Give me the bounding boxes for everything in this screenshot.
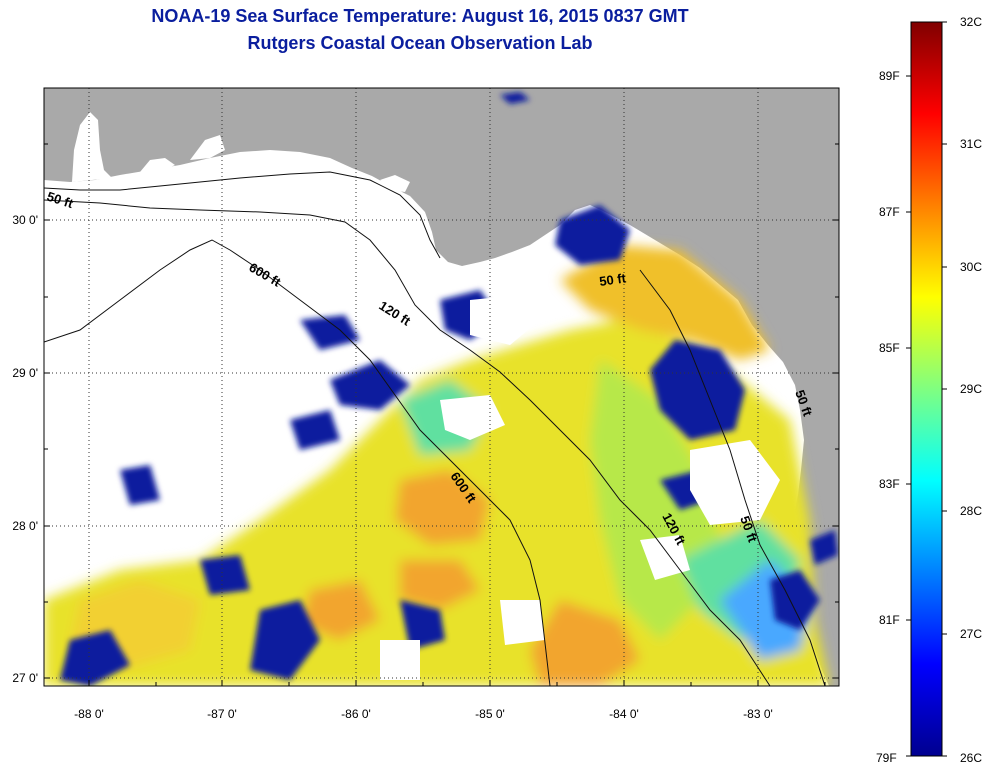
- lat-tick-labels: 30 0' 29 0' 28 0' 27 0': [12, 213, 38, 685]
- colorbar-label-c: 27C: [960, 627, 982, 641]
- contour-50ft-east: [639, 269, 826, 686]
- colorbar-ticks: [906, 21, 947, 757]
- lon-tick-labels: -88 0' -87 0' -86 0' -85 0' -84 0' -83 0…: [74, 707, 773, 721]
- colorbar-label-c: 32C: [960, 15, 982, 29]
- contour-50ft-west: [44, 171, 441, 259]
- lat-tick-label: 27 0': [12, 671, 38, 685]
- lon-tick-label: -85 0': [475, 707, 505, 721]
- map-title: NOAA-19 Sea Surface Temperature: August …: [151, 6, 689, 26]
- colorbar: 32C 31C 30C 29C 28C 27C 26C 89F 87F 85F …: [876, 15, 982, 765]
- contour-600ft: [44, 239, 551, 686]
- cloud-mask: [380, 295, 780, 680]
- colorbar-label-f: 87F: [879, 205, 900, 219]
- colorbar-label-c: 31C: [960, 137, 982, 151]
- lon-tick-label: -84 0': [609, 707, 639, 721]
- map-subtitle: Rutgers Coastal Ocean Observation Lab: [247, 33, 593, 53]
- bay-mobile: [72, 112, 112, 182]
- lon-tick-label: -83 0': [743, 707, 773, 721]
- colorbar-label-f: 89F: [879, 69, 900, 83]
- colorbar-label-c: 28C: [960, 504, 982, 518]
- colorbar-label-c: 30C: [960, 260, 982, 274]
- map-frame: [43, 87, 840, 687]
- contour-120ft: [44, 199, 771, 686]
- bay-choctawhatchee: [190, 135, 225, 160]
- colorbar-label-c: 26C: [960, 751, 982, 765]
- map-plot-area: [44, 88, 839, 686]
- colorbar-label-f: 85F: [879, 341, 900, 355]
- lat-tick-label: 30 0': [12, 213, 38, 227]
- lat-tick-label: 29 0': [12, 366, 38, 380]
- contour-label: 50 ft: [598, 270, 627, 289]
- colorbar-label-f: 81F: [879, 613, 900, 627]
- lon-tick-label: -88 0': [74, 707, 104, 721]
- tick-marks: [44, 143, 839, 686]
- bay-pensacola: [140, 158, 175, 172]
- bay-apalachicola: [380, 175, 410, 192]
- colorbar-label-c: 29C: [960, 382, 982, 396]
- colorbar-label-f: 83F: [879, 477, 900, 491]
- colorbar-gradient: [910, 21, 943, 757]
- lon-tick-label: -87 0': [207, 707, 237, 721]
- colorbar-label-f: 79F: [876, 751, 897, 765]
- lat-tick-label: 28 0': [12, 519, 38, 533]
- lon-tick-label: -86 0': [341, 707, 371, 721]
- map-grid: [44, 88, 839, 686]
- land-florida: [44, 88, 839, 686]
- bathymetry-contours: [44, 171, 826, 686]
